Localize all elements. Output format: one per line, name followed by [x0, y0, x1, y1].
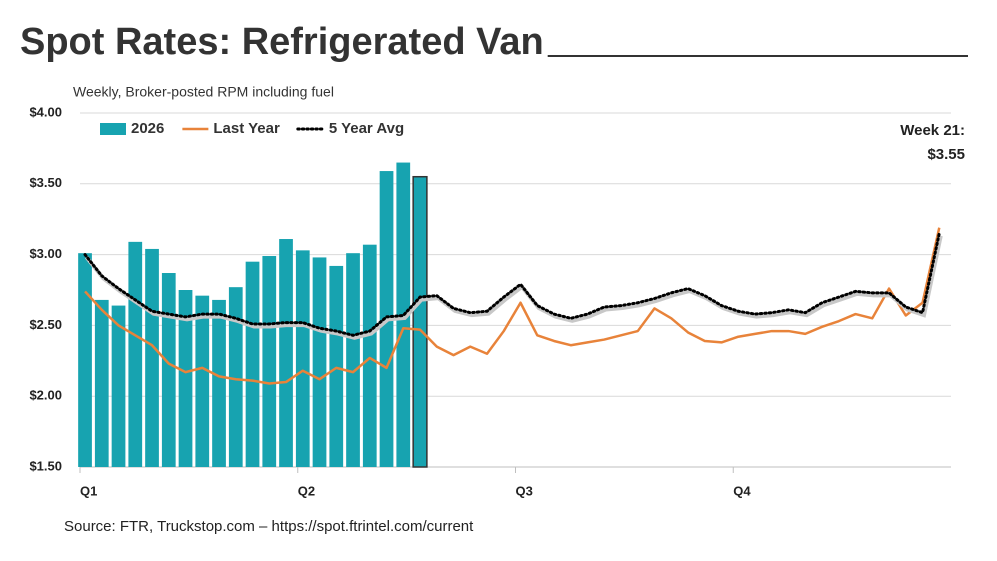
y-tick-label: $4.00	[29, 104, 62, 119]
subtitle: Weekly, Broker-posted RPM including fuel	[73, 84, 334, 100]
bar	[145, 248, 159, 467]
bar	[329, 265, 344, 467]
bar	[78, 253, 92, 467]
bar	[178, 290, 193, 467]
bar	[94, 299, 109, 467]
bar	[111, 305, 126, 467]
bar	[161, 273, 176, 467]
chart-title: Spot Rates: Refrigerated Van	[20, 21, 544, 63]
y-tick-label: $2.00	[29, 388, 62, 403]
bar	[362, 244, 377, 467]
bar	[245, 261, 260, 467]
x-tick-label: Q1	[80, 483, 97, 498]
legend-label: 2026	[131, 120, 164, 137]
bar	[295, 250, 310, 467]
bar	[195, 295, 210, 467]
bar	[212, 299, 226, 467]
y-tick-label: $3.50	[29, 175, 62, 190]
y-tick-label: $1.50	[29, 458, 62, 473]
x-tick-label: Q4	[733, 483, 751, 498]
line	[83, 231, 941, 337]
legend-label: Last Year	[213, 120, 280, 137]
bar	[262, 256, 277, 467]
bar	[312, 257, 327, 467]
y-tick-label: $2.50	[29, 317, 62, 332]
line	[84, 235, 943, 340]
legend-swatch	[100, 123, 126, 135]
legend-label: 5 Year Avg	[329, 120, 404, 137]
line	[84, 227, 941, 385]
bar	[128, 241, 143, 467]
bar	[228, 287, 243, 467]
bar	[346, 253, 360, 467]
x-tick-label: Q3	[516, 483, 533, 498]
annotation: $3.55	[927, 146, 965, 163]
bar	[279, 239, 293, 467]
bar	[412, 175, 428, 468]
source: Source: FTR, Truckstop.com – https://spo…	[64, 518, 474, 535]
y-tick-label: $3.00	[29, 246, 62, 261]
annotation: Week 21:	[900, 122, 965, 139]
x-tick-label: Q2	[298, 483, 315, 498]
